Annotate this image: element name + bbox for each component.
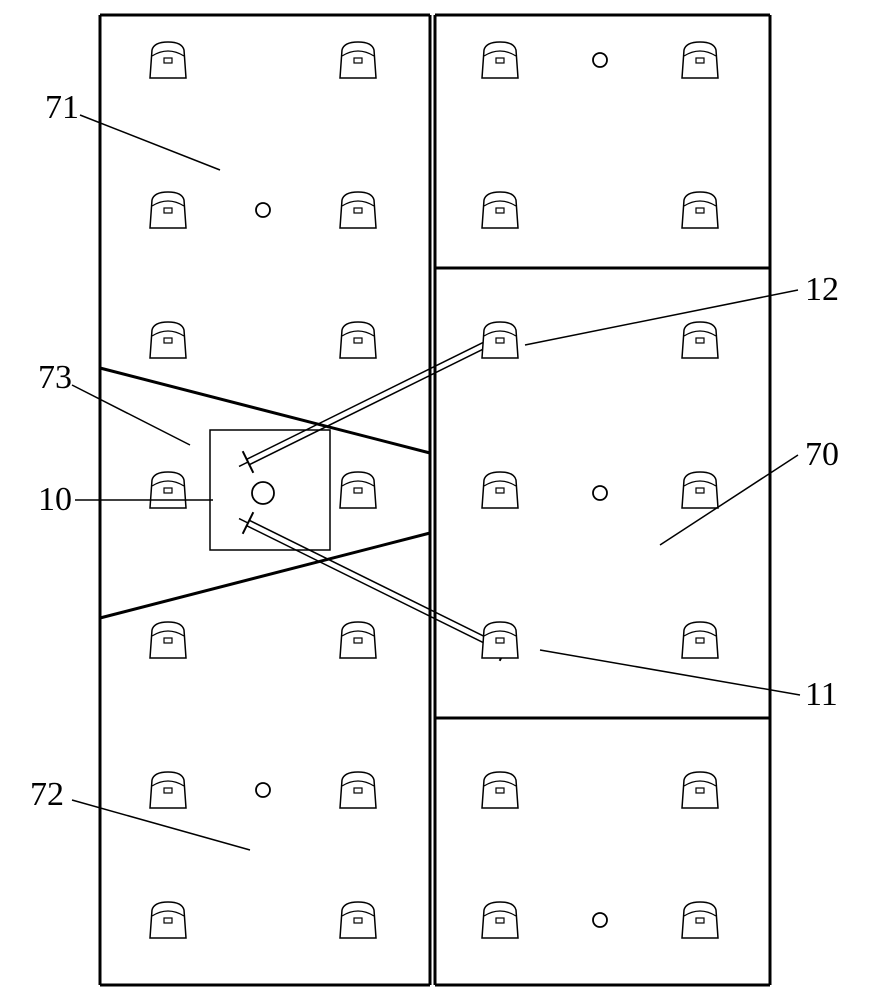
label-11: 11 (805, 676, 838, 713)
label-73: 73 (38, 359, 72, 396)
label-70: 70 (805, 436, 839, 473)
label-71: 71 (45, 89, 79, 126)
engineering-diagram: 71 73 10 72 12 70 11 (0, 0, 884, 1000)
label-72: 72 (30, 776, 64, 813)
label-10: 10 (38, 481, 72, 518)
label-12: 12 (805, 271, 839, 308)
